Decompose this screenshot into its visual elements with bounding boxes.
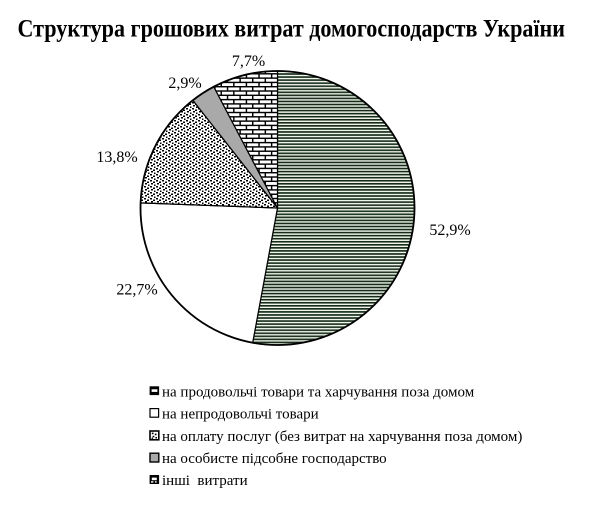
- svg-text:на оплату послуг (без витрат н: на оплату послуг (без витрат на харчуван…: [162, 429, 522, 445]
- svg-text:22,7%: 22,7%: [116, 282, 157, 299]
- svg-text:на особисте підсобне господарс: на особисте підсобне господарство: [162, 451, 387, 467]
- svg-text:2,9%: 2,9%: [168, 75, 201, 92]
- svg-text:на продовольчі товари та харчу: на продовольчі товари та харчування поза…: [162, 385, 475, 401]
- svg-text:Структура грошових витрат домо: Структура грошових витрат домогосподарст…: [18, 16, 566, 43]
- svg-text:7,7%: 7,7%: [232, 53, 265, 70]
- svg-text:52,9%: 52,9%: [429, 222, 470, 239]
- svg-text:інші витрати: інші витрати: [162, 473, 248, 489]
- svg-text:на непродовольчі товари: на непродовольчі товари: [162, 407, 319, 423]
- svg-text:13,8%: 13,8%: [96, 149, 137, 166]
